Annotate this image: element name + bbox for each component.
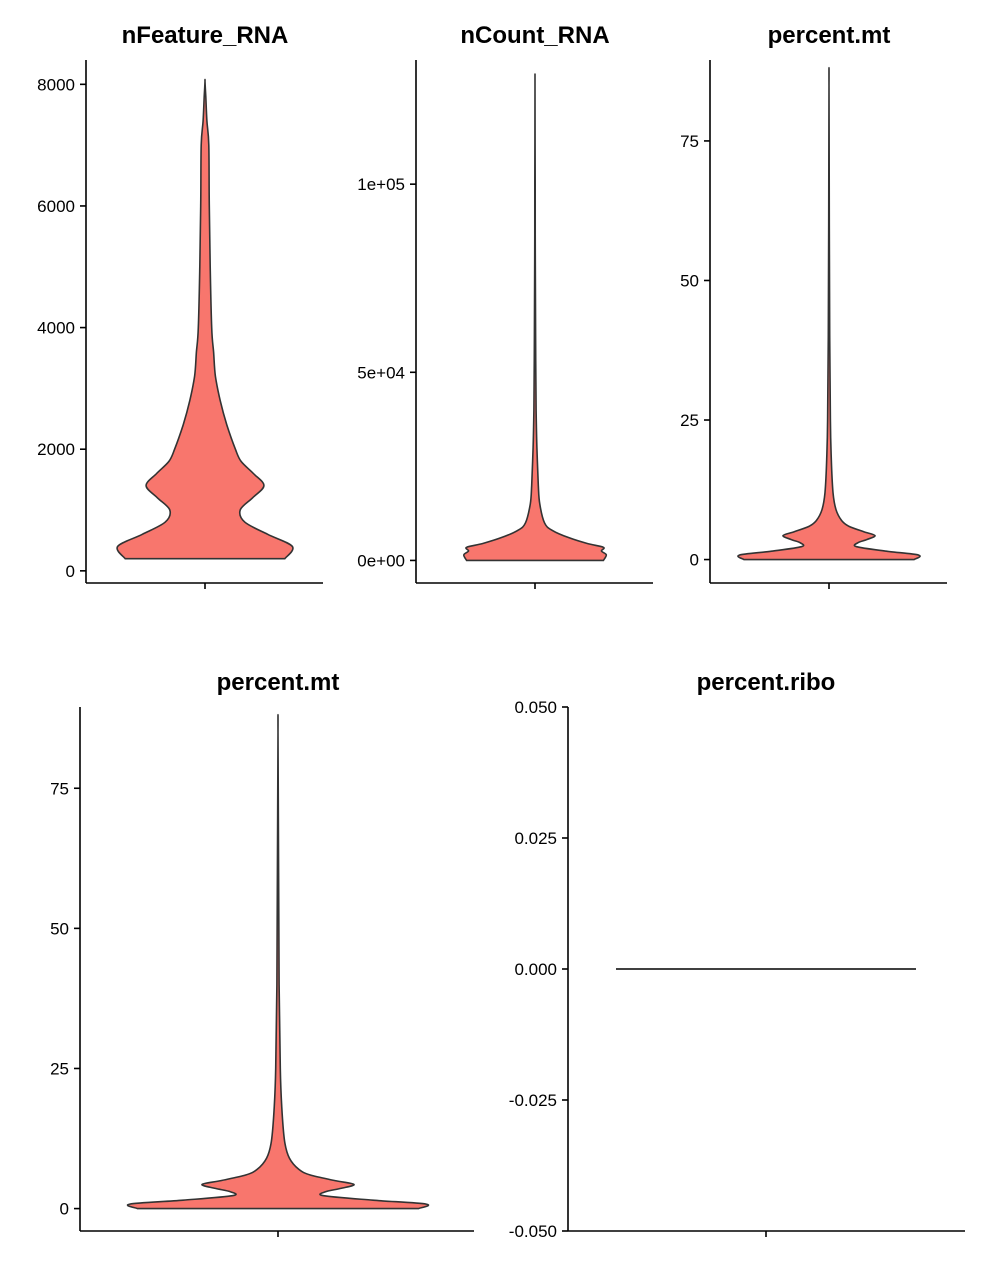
y-tick-label: 75 <box>50 779 69 798</box>
y-tick-label: 0 <box>66 562 75 581</box>
panel-ncount-rna: nCount_RNA 0e+00 5e+04 1e+05 <box>357 22 653 589</box>
panel-title: percent.mt <box>768 22 891 49</box>
y-tick-label: 5e+04 <box>357 363 405 382</box>
y-tick-label: 6000 <box>37 197 75 216</box>
y-tick-label: 1e+05 <box>357 175 405 194</box>
y-tick-label: 0.000 <box>514 960 557 979</box>
panel-percent-ribo: percent.ribo -0.050 -0.025 0.000 0.025 0.050 <box>509 669 965 1241</box>
panel-percent-mt-top: percent.mt 0 25 50 75 <box>680 22 947 589</box>
panel-title: nCount_RNA <box>460 22 609 49</box>
panel-percent-mt-bottom: percent.mt 0 25 50 75 <box>50 669 474 1237</box>
y-tick-label: 0.025 <box>514 829 557 848</box>
violin-body <box>126 713 430 1210</box>
violin-body <box>116 78 294 560</box>
y-tick-label: 75 <box>680 132 699 151</box>
y-tick-label: 25 <box>680 411 699 430</box>
y-tick-label: 0 <box>690 551 699 570</box>
panel-nfeature-rna: nFeature_RNA 0 2000 4000 6000 8000 <box>37 22 323 589</box>
y-tick-label: 8000 <box>37 75 75 94</box>
y-tick-label: 2000 <box>37 440 75 459</box>
violin-body <box>462 73 608 562</box>
violin-body <box>737 66 921 561</box>
panel-title: nFeature_RNA <box>122 22 289 49</box>
panel-title: percent.ribo <box>697 669 836 696</box>
y-tick-label: 25 <box>50 1059 69 1078</box>
y-tick-label: 0e+00 <box>357 551 405 570</box>
panel-title: percent.mt <box>217 669 340 696</box>
y-tick-label: 50 <box>50 919 69 938</box>
y-tick-label: 0 <box>60 1200 69 1219</box>
y-tick-label: -0.025 <box>509 1091 557 1110</box>
y-tick-label: 4000 <box>37 319 75 338</box>
y-tick-label: 50 <box>680 271 699 290</box>
y-tick-label: -0.050 <box>509 1222 557 1241</box>
y-tick-label: 0.050 <box>514 698 557 717</box>
